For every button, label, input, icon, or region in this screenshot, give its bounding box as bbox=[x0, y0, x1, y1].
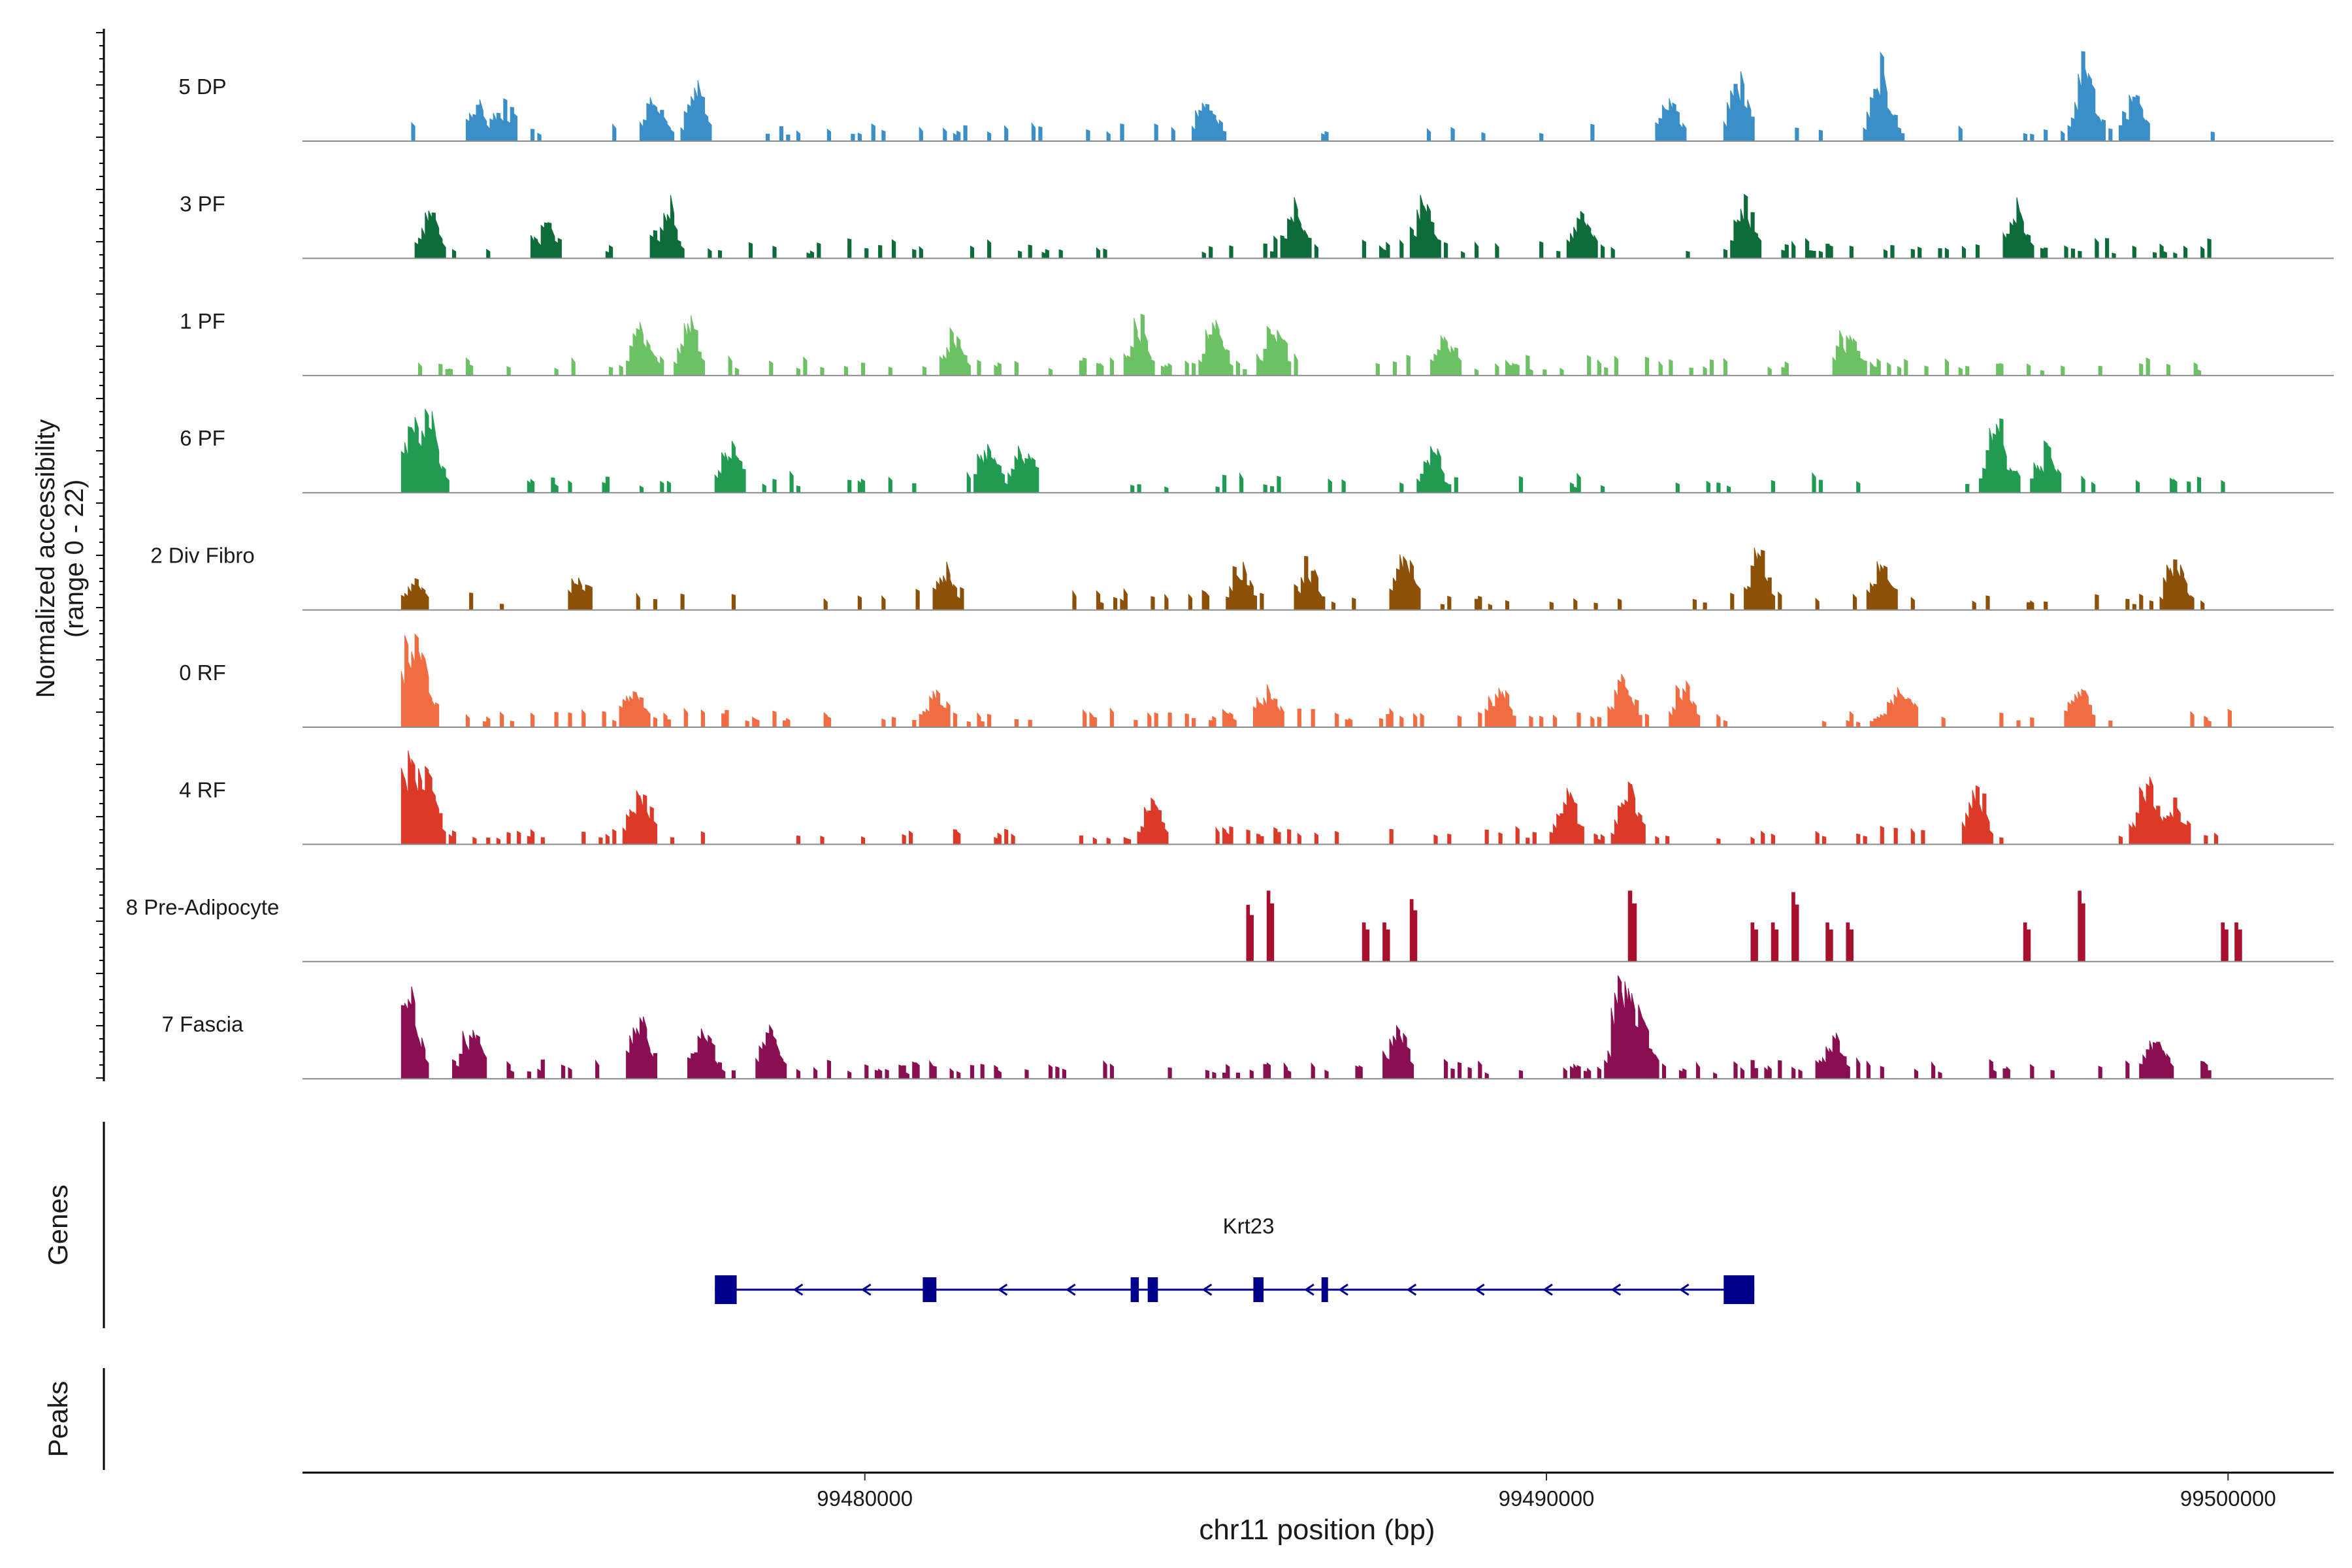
strand-arrow bbox=[1338, 1283, 1348, 1296]
track-1-pf: 1 PF bbox=[180, 309, 2334, 376]
strand-arrow bbox=[1678, 1283, 1690, 1296]
coverage-area bbox=[400, 750, 2219, 845]
x-tick-label: 99480000 bbox=[817, 1486, 913, 1511]
gene-exon bbox=[1130, 1277, 1139, 1302]
coverage-area bbox=[417, 314, 2202, 376]
strand-arrow bbox=[997, 1283, 1008, 1296]
track-0-rf: 0 RF bbox=[179, 633, 2334, 728]
coverage-area bbox=[1246, 890, 2242, 962]
track-8-pre-adipocyte: 8 Pre-Adipocyte bbox=[126, 890, 2334, 962]
x-tick-label: 99490000 bbox=[1499, 1486, 1595, 1511]
track-5-dp: 5 DP bbox=[178, 51, 2334, 142]
y-axis-ticks bbox=[96, 32, 104, 1079]
track-label: 3 PF bbox=[180, 191, 225, 216]
gene-exon bbox=[1723, 1275, 1755, 1304]
strand-arrow bbox=[1543, 1283, 1553, 1296]
strand-arrow bbox=[1201, 1283, 1213, 1296]
track-label: 0 RF bbox=[179, 661, 226, 685]
strand-arrow bbox=[792, 1283, 804, 1296]
track-label: 5 DP bbox=[178, 74, 226, 99]
tracks-layer: 5 DP 3 PF 1 PF 6 PF 2 Div Fibro 0 RF 4 RF 8 Pre… bbox=[126, 51, 2334, 1080]
x-axis-label: chr11 position (bp) bbox=[1199, 1514, 1435, 1546]
track-label: 7 Fascia bbox=[162, 1012, 244, 1036]
gene-exon bbox=[1321, 1277, 1328, 1302]
track-2-div-fibro: 2 Div Fibro bbox=[150, 544, 2334, 611]
y-axis-range-label: (range 0 - 22) bbox=[60, 480, 89, 638]
gene-exon bbox=[1253, 1277, 1264, 1302]
coverage-area bbox=[411, 51, 2215, 142]
gene-name-label: Krt23 bbox=[1223, 1214, 1275, 1238]
track-label: 6 PF bbox=[180, 426, 225, 450]
gene-model bbox=[715, 1275, 1755, 1304]
strand-arrow bbox=[1474, 1283, 1485, 1296]
coverage-area bbox=[414, 193, 2212, 259]
track-3-pf: 3 PF bbox=[180, 191, 2334, 259]
strand-arrow bbox=[1406, 1283, 1417, 1296]
coverage-area bbox=[400, 975, 2212, 1079]
track-label: 2 Div Fibro bbox=[150, 544, 255, 568]
strand-arrow bbox=[860, 1283, 872, 1296]
gene-exon bbox=[1147, 1277, 1158, 1302]
strand-arrow bbox=[1304, 1283, 1315, 1296]
strand-arrow bbox=[1610, 1283, 1622, 1296]
track-4-rf: 4 RF bbox=[179, 750, 2334, 845]
track-7-fascia: 7 Fascia bbox=[162, 975, 2334, 1080]
gene-exon bbox=[715, 1275, 737, 1304]
x-tick-label: 99500000 bbox=[2180, 1486, 2276, 1511]
track-label: 8 Pre-Adipocyte bbox=[126, 895, 280, 919]
track-6-pf: 6 PF bbox=[180, 408, 2334, 494]
track-label: 1 PF bbox=[180, 309, 225, 333]
strand-arrow bbox=[1065, 1283, 1076, 1296]
peaks-panel-label: Peaks bbox=[42, 1381, 73, 1458]
y-axis-label: Normalized accessibility bbox=[31, 419, 60, 698]
x-axis-ticks: 99480000 99490000 99500000 bbox=[817, 1473, 2276, 1511]
coverage-area bbox=[400, 547, 2205, 611]
coverage-area bbox=[400, 408, 2225, 493]
track-label: 4 RF bbox=[179, 777, 226, 802]
coverage-area bbox=[400, 633, 2232, 728]
genes-panel-label: Genes bbox=[42, 1184, 73, 1266]
gene-exon bbox=[923, 1277, 937, 1302]
